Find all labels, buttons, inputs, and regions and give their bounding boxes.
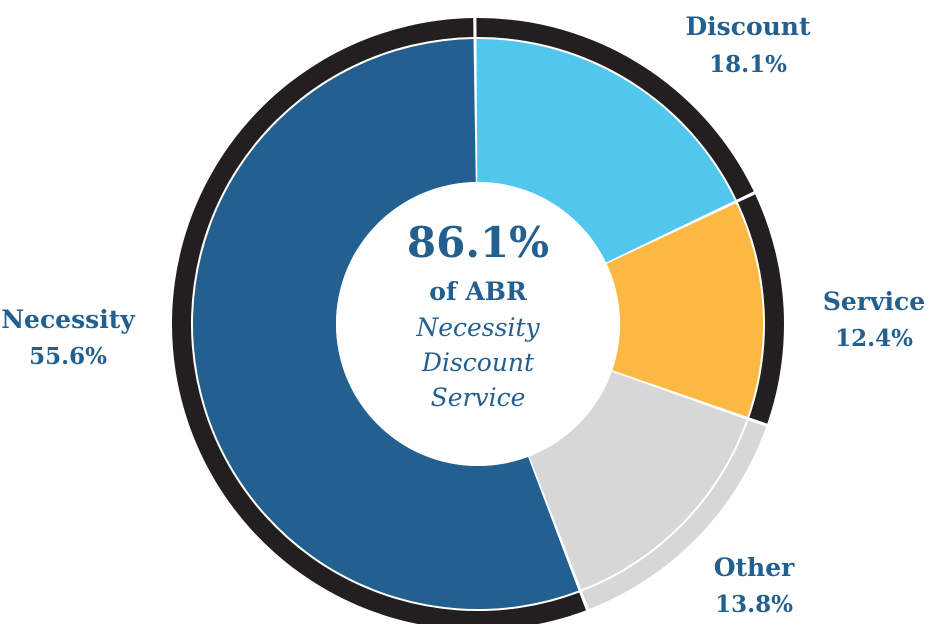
center-item-discount: Discount [421, 348, 535, 377]
slice-necessity [192, 39, 579, 610]
label-service-value: 12.4% [835, 325, 913, 352]
ring-arc-other [582, 420, 767, 610]
center-item-necessity: Necessity [415, 313, 540, 342]
center-value-text: 86.1% [407, 218, 549, 267]
center-item-service: Service [431, 383, 526, 412]
ring-arc-service [737, 194, 784, 424]
center-subtitle-text: of ABR [429, 277, 527, 306]
slice-discount [476, 38, 735, 263]
slice-service [606, 203, 764, 417]
label-necessity-value: 55.6% [29, 343, 107, 370]
label-discount-value: 18.1% [709, 51, 787, 78]
ring-arc-discount [476, 17, 754, 200]
center-hole [336, 182, 620, 466]
label-discount-name: Discount [685, 12, 811, 41]
label-other-name: Other [714, 553, 795, 582]
label-service-name: Service [823, 287, 925, 316]
label-other-value: 13.8% [715, 591, 793, 618]
slice-layer [192, 38, 764, 610]
label-necessity-name: Necessity [1, 305, 136, 334]
slice-other [529, 371, 747, 590]
outer-ring-layer [171, 17, 784, 624]
